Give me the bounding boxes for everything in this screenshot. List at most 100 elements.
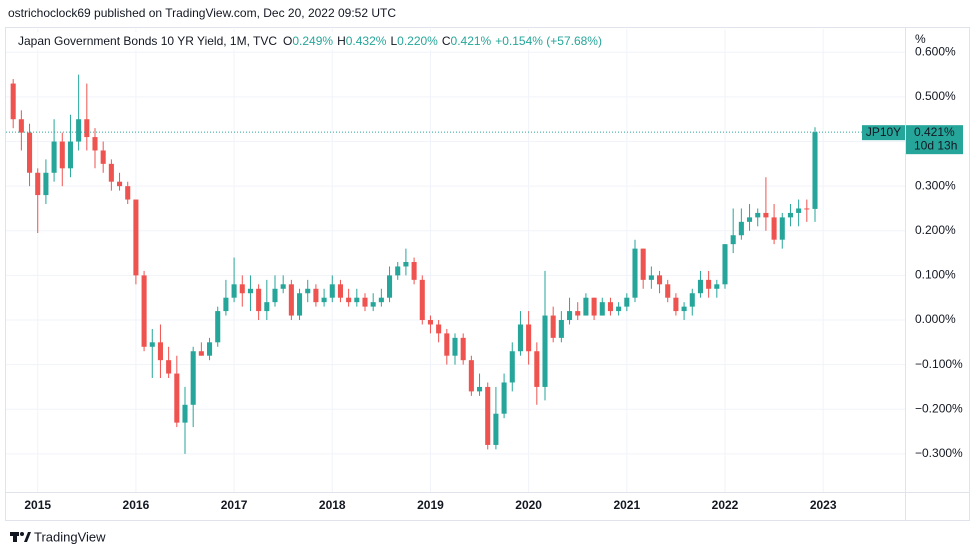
- candle-body: [812, 132, 818, 209]
- y-tick-label: 0.300%: [915, 178, 956, 192]
- candle-body: [256, 288, 262, 312]
- candle-body: [730, 235, 736, 245]
- legend-value: 0.249%: [292, 34, 333, 48]
- candle-body: [337, 284, 343, 298]
- candle-body: [755, 212, 761, 218]
- candle-body: [280, 284, 286, 289]
- candle-body: [796, 208, 802, 213]
- candle-body: [329, 284, 335, 298]
- candle-body: [542, 315, 548, 387]
- candle-body: [460, 337, 466, 361]
- candle-body: [288, 284, 294, 316]
- grid: [6, 29, 905, 492]
- candle-body: [583, 297, 589, 316]
- candle-body: [599, 302, 605, 316]
- candle-body: [125, 186, 131, 200]
- candle-body: [673, 297, 679, 312]
- x-tick-label: 2020: [515, 498, 542, 512]
- legend-value: 0.220%: [397, 34, 438, 48]
- candle-body: [305, 288, 311, 294]
- candle-body: [362, 297, 368, 307]
- candle-body: [190, 351, 196, 405]
- legend-change: +0.154% (+57.68%): [495, 34, 602, 48]
- x-tick-label: 2019: [417, 498, 444, 512]
- y-tick-label: 0.500%: [915, 89, 956, 103]
- symbol-tag-text: JP10Y: [866, 125, 901, 139]
- price-tag-countdown: 10d 13h: [914, 138, 957, 152]
- candle-body: [182, 404, 188, 423]
- candle-body: [76, 119, 82, 142]
- candle-body: [485, 386, 491, 445]
- candle-body: [550, 315, 556, 338]
- candle-body: [354, 297, 360, 303]
- candle-body: [706, 279, 712, 289]
- candle-body: [403, 262, 409, 267]
- unit-label: %: [915, 32, 926, 46]
- y-tick-label: 0.000%: [915, 312, 956, 326]
- candle-body: [624, 297, 630, 307]
- candle-body: [67, 141, 73, 169]
- candle-body: [387, 275, 393, 298]
- candle-body: [534, 351, 540, 387]
- candle-body: [804, 208, 810, 210]
- legend-value: 0.432%: [346, 34, 387, 48]
- candle-body: [51, 141, 57, 173]
- candle-body: [239, 284, 245, 294]
- logo-part: [20, 532, 24, 536]
- candle-body: [166, 360, 172, 374]
- candle-body: [567, 311, 573, 321]
- candle-body: [657, 275, 663, 285]
- brand-logo: [10, 532, 31, 542]
- candle-body: [665, 284, 671, 298]
- publisher-line: ostrichoclock69 published on TradingView…: [8, 6, 396, 20]
- legend-key: H: [337, 34, 346, 48]
- candle-body: [444, 333, 450, 356]
- candle-body: [436, 324, 442, 334]
- logo-part: [24, 532, 31, 542]
- candle-body: [722, 244, 728, 285]
- candle-body: [509, 351, 515, 383]
- candle-body: [264, 302, 270, 312]
- legend-value: 0.421%: [451, 34, 492, 48]
- candles: [10, 74, 818, 454]
- candle-body: [681, 306, 687, 312]
- candle-body: [207, 342, 213, 356]
- candle-body: [395, 266, 401, 276]
- legend-key: O: [283, 34, 292, 48]
- candle-body: [198, 351, 204, 356]
- candle-body: [714, 284, 720, 289]
- price-tag-value: 0.421%: [914, 125, 955, 139]
- x-tick-label: 2015: [24, 498, 51, 512]
- y-tick-label: 0.100%: [915, 268, 956, 282]
- candle-body: [247, 288, 253, 294]
- chart-frame: [5, 27, 970, 521]
- candle-body: [747, 217, 753, 222]
- candle-body: [411, 262, 417, 280]
- y-tick-label: 0.200%: [915, 223, 956, 237]
- candle-body: [313, 288, 319, 303]
- candle-body: [346, 297, 352, 303]
- candle-body: [133, 199, 139, 276]
- candle-body: [427, 320, 433, 325]
- candle-body: [558, 320, 564, 338]
- candle-body: [616, 306, 622, 312]
- candle-body: [640, 248, 646, 280]
- candle-body: [43, 172, 49, 196]
- candle-body: [157, 342, 163, 361]
- candle-body: [18, 119, 24, 133]
- candle-body: [607, 302, 613, 312]
- candle-body: [763, 212, 769, 218]
- candle-body: [223, 297, 229, 312]
- candle-body: [697, 279, 703, 294]
- x-tick-label: 2021: [613, 498, 640, 512]
- brand-name: TradingView: [34, 529, 106, 544]
- legend-key: L: [390, 34, 397, 48]
- candle-body: [84, 119, 90, 138]
- y-tick-label: −0.100%: [915, 357, 963, 371]
- candle-body: [378, 297, 384, 303]
- candle-body: [419, 279, 425, 321]
- y-tick-label: −0.200%: [915, 401, 963, 415]
- candle-body: [321, 297, 327, 303]
